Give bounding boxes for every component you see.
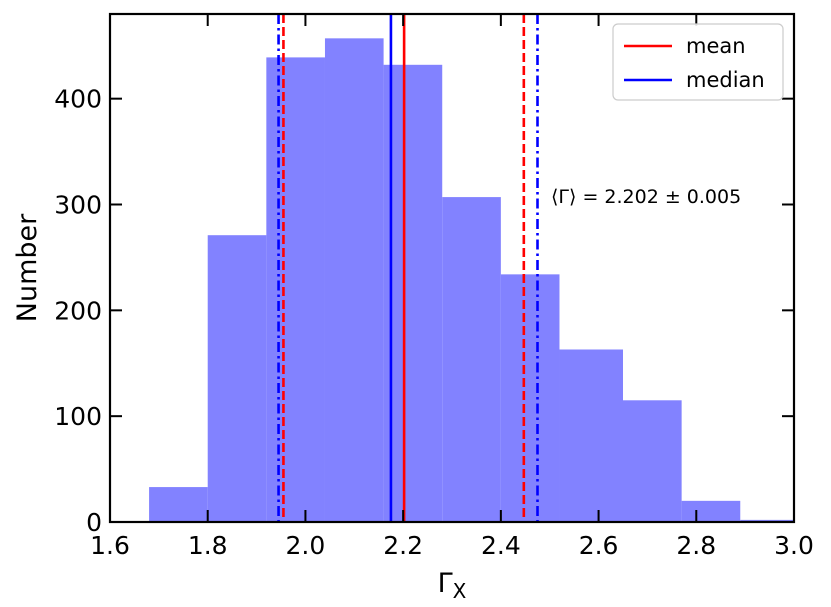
histogram-bar <box>559 349 623 522</box>
plot-frame <box>108 12 796 524</box>
x-tick-label: 1.8 <box>188 531 228 560</box>
y-axis-label: Number <box>12 213 43 322</box>
mean-annotation: ⟨Γ⟩ = 2.202 ± 0.005 <box>551 186 741 208</box>
x-tick-labels: 1.6 1.8 2.0 2.2 2.4 2.6 2.8 3.0 <box>90 531 814 560</box>
y-tick-label: 100 <box>54 402 102 431</box>
y-tick-label: 300 <box>54 191 102 220</box>
x-tick-label: 2.2 <box>383 531 423 560</box>
x-tick-label: 2.0 <box>286 531 326 560</box>
y-tick-label: 0 <box>86 508 102 537</box>
y-tick-label: 400 <box>54 85 102 114</box>
reference-lines <box>277 14 539 522</box>
histogram-bar <box>383 64 443 523</box>
histogram-bar <box>266 57 325 523</box>
y-tick-labels: 0 100 200 300 400 <box>54 85 102 537</box>
x-tick-label: 2.8 <box>676 531 716 560</box>
x-axis-label: ΓX <box>438 568 467 603</box>
legend-label-median: median <box>686 68 765 92</box>
x-tick-label: 3.0 <box>774 531 814 560</box>
histogram-bar <box>623 400 682 522</box>
y-tick-label: 200 <box>54 296 102 325</box>
histogram-bars <box>149 38 794 523</box>
histogram-bar <box>500 274 560 522</box>
x-tick-label: 2.6 <box>579 531 619 560</box>
histogram-bar <box>681 500 741 522</box>
histogram-bar <box>442 197 501 522</box>
axis-ticks <box>109 14 795 523</box>
histogram-bar <box>324 38 384 522</box>
histogram-bar <box>149 487 208 522</box>
histogram-bar <box>207 235 267 523</box>
x-tick-label: 2.4 <box>481 531 521 560</box>
x-axis-label-subscript: X <box>453 579 467 603</box>
legend: mean median <box>612 23 784 101</box>
x-tick-label: 1.6 <box>90 531 130 560</box>
legend-label-mean: mean <box>686 34 746 58</box>
